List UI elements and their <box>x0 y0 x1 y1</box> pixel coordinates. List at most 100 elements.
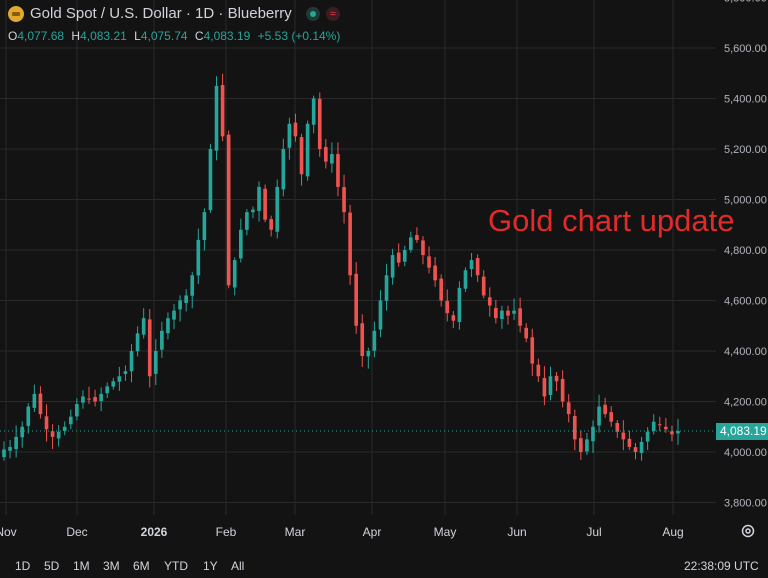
candle-body <box>330 154 334 164</box>
y-tick-label: 3,800.00 <box>724 498 767 510</box>
x-tick-label: Jul <box>586 525 601 539</box>
ohlc-readout: O4,077.68 H4,083.21 L4,075.74 C4,083.19 … <box>8 29 341 43</box>
range-5d-button[interactable]: 5D <box>44 559 60 573</box>
candle-body <box>445 300 450 314</box>
high-value: 4,083.21 <box>80 29 127 43</box>
utc-clock: 22:38:09 UTC <box>684 559 759 573</box>
candle-body <box>572 416 577 440</box>
y-tick-label: 4,000.00 <box>724 447 767 459</box>
candle-body <box>360 323 365 357</box>
range-3m-button[interactable]: 3M <box>103 559 120 573</box>
range-1m-button[interactable]: 1M <box>73 559 90 573</box>
candle-body <box>633 447 638 452</box>
candle-body <box>427 256 431 268</box>
x-tick-label: Aug <box>662 525 683 539</box>
symbol-header[interactable]: Gold Spot / U.S. Dollar · 1D · Blueberry… <box>8 5 340 22</box>
candle-body <box>457 287 462 322</box>
candle-body <box>263 188 267 220</box>
y-tick-label: 5,400.00 <box>724 94 767 106</box>
x-tick-label: Dec <box>66 525 87 539</box>
range-1y-button[interactable]: 1Y <box>203 559 218 573</box>
candle-body <box>597 406 601 426</box>
candle-body <box>196 239 201 276</box>
candle-body <box>336 154 340 187</box>
candle-body <box>147 319 152 377</box>
candle-body <box>172 310 176 320</box>
candle-body <box>342 187 346 213</box>
candle-body <box>311 98 316 125</box>
candle-body <box>506 310 510 316</box>
candle-body <box>566 402 571 415</box>
candle-body <box>317 98 322 149</box>
candle-body <box>238 229 243 259</box>
candle-body <box>62 426 67 431</box>
candle-body <box>518 308 522 326</box>
candle-body <box>481 276 486 296</box>
candle-body <box>20 426 25 438</box>
candle-body <box>129 351 134 372</box>
candle-body <box>621 432 626 440</box>
symbol-title: Gold Spot / U.S. Dollar · 1D · Blueberry <box>30 5 292 22</box>
candle-body <box>105 386 110 394</box>
candle-body <box>579 438 583 452</box>
candle-body <box>232 260 237 288</box>
candle-body <box>68 416 73 425</box>
candle-body <box>651 421 656 431</box>
candle-body <box>354 273 359 326</box>
y-tick-label: 4,200.00 <box>724 397 767 409</box>
candle-body <box>117 376 122 382</box>
candle-body <box>202 212 207 241</box>
candle-body <box>615 422 620 432</box>
candle-body <box>439 278 444 301</box>
candle-body <box>226 134 231 286</box>
candle-body <box>542 377 547 397</box>
candle-body <box>56 431 61 439</box>
candle-body <box>524 327 529 339</box>
candle-body <box>603 404 607 415</box>
candle-body <box>627 438 632 447</box>
candle-body <box>293 122 298 137</box>
range-ytd-button[interactable]: YTD <box>164 559 188 573</box>
candle-body <box>348 212 352 276</box>
candle-body <box>257 186 261 211</box>
candle-body <box>536 364 541 377</box>
candle-body <box>591 426 595 442</box>
candle-body <box>305 123 310 177</box>
candle-body <box>220 85 225 137</box>
settings-gear-icon[interactable] <box>740 523 756 539</box>
range-6m-button[interactable]: 6M <box>133 559 150 573</box>
wave-icon[interactable]: ≈ <box>325 6 340 21</box>
candle-body <box>8 446 12 451</box>
candle-body <box>609 412 614 422</box>
candle-body <box>366 351 371 357</box>
candle-body <box>299 137 304 175</box>
candle-body <box>402 250 407 262</box>
candle-body <box>670 431 674 435</box>
range-1d-button[interactable]: 1D <box>15 559 31 573</box>
candle-body <box>323 146 328 162</box>
x-tick-label: Jun <box>507 525 526 539</box>
price-axis[interactable]: 3,800.00 4,000.00 4,200.00 4,400.00 4,600.00… <box>724 0 767 510</box>
y-tick-label: 4,600.00 <box>724 296 767 308</box>
overlay-caption: Gold chart update <box>488 203 735 238</box>
last-price-label: 4,083.19 <box>720 424 767 438</box>
market-open-icon[interactable] <box>305 6 320 21</box>
candle-body <box>500 310 504 319</box>
candle-body <box>372 330 377 351</box>
range-all-button[interactable]: All <box>231 559 245 573</box>
candle-body <box>75 404 79 417</box>
candle-body <box>93 397 97 402</box>
candle-body <box>153 351 158 374</box>
candle-body <box>184 295 188 303</box>
time-axis[interactable]: Nov Dec 2026 Feb Mar Apr May Jun Jul Aug <box>0 525 684 539</box>
bottom-toolbar: 1D 5D 1M 3M 6M YTD 1Y All 22:38:09 UTC <box>0 548 768 578</box>
open-value: 4,077.68 <box>17 29 65 43</box>
candle-body <box>554 375 559 382</box>
candle-body <box>50 431 55 437</box>
x-tick-label: Feb <box>216 525 237 539</box>
candle-body <box>657 424 662 426</box>
candle-body <box>14 436 18 450</box>
candle-body <box>251 209 255 213</box>
candle-body <box>135 333 140 352</box>
